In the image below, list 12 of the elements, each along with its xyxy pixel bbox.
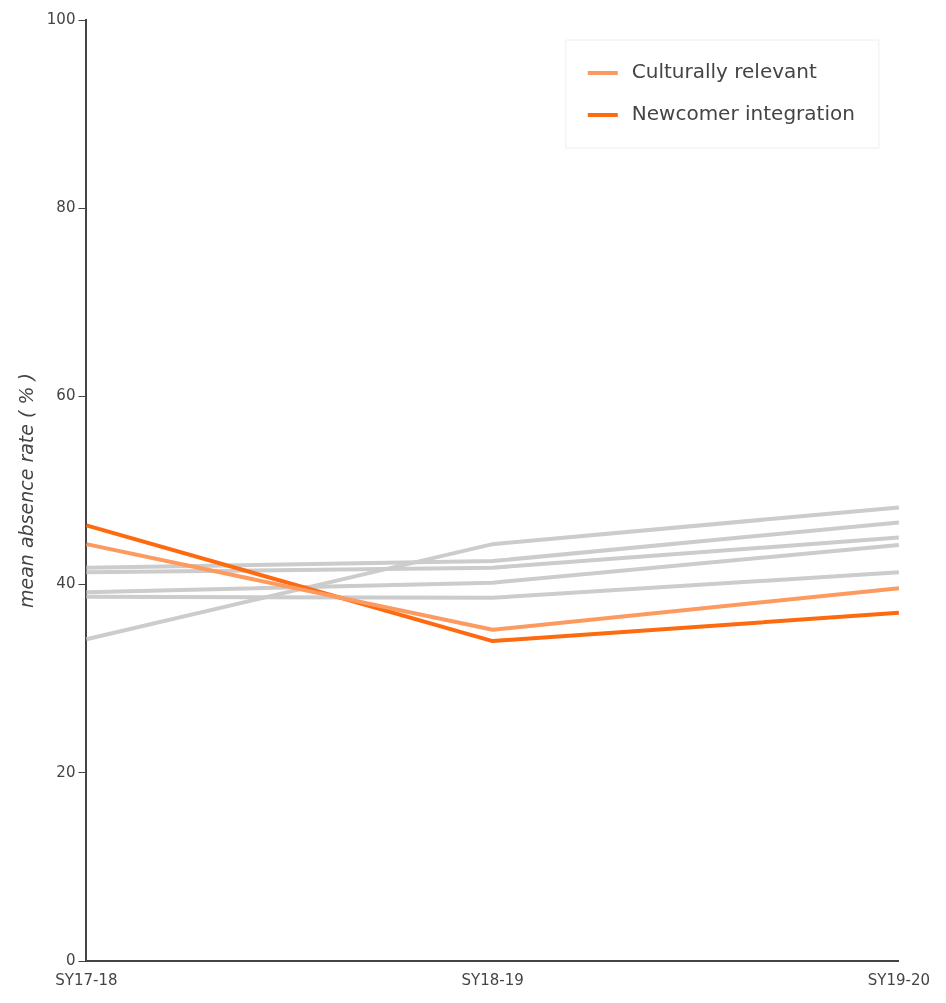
- x-tick-label: SY19-20: [867, 970, 931, 989]
- legend-label: Newcomer integration: [631, 101, 855, 126]
- y-tick-label: 0: [65, 950, 76, 969]
- y-tick-label: 40: [56, 574, 76, 593]
- y-tick-label: 80: [56, 198, 76, 217]
- y-tick-label: 100: [46, 9, 76, 28]
- x-tick-label: SY17-18: [55, 970, 118, 989]
- y-tick-label: 60: [56, 386, 76, 405]
- y-tick-label: 20: [56, 762, 76, 781]
- legend-label: Culturally relevant: [631, 59, 817, 84]
- y-axis-title: mean absence rate ( % ): [15, 372, 38, 609]
- x-tick-label: SY18-19: [461, 970, 524, 989]
